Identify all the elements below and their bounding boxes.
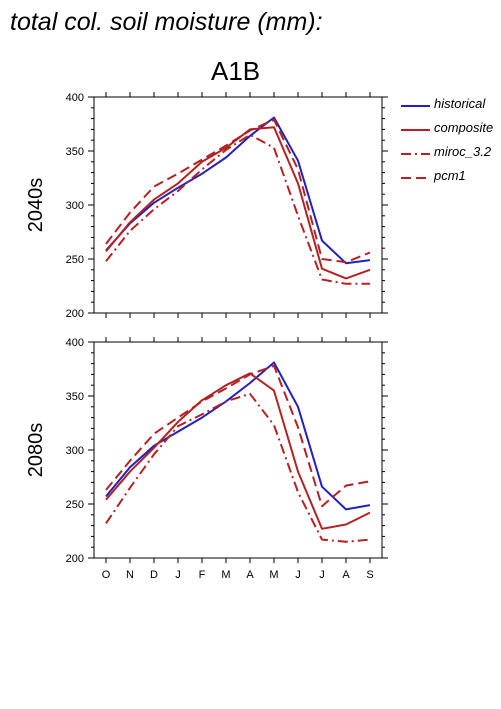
x-tick-label: J xyxy=(319,569,325,581)
y-tick-label: 300 xyxy=(66,445,84,457)
panel-label-2040s: 2040s xyxy=(25,178,47,233)
x-tick-label: A xyxy=(342,569,350,581)
page-title: total col. soil moisture (mm): xyxy=(10,8,323,36)
y-tick-label: 250 xyxy=(66,499,84,511)
x-tick-label: M xyxy=(221,569,230,581)
series-line-historical xyxy=(105,361,371,511)
x-tick-label: M xyxy=(269,569,278,581)
series-line-historical xyxy=(105,116,371,265)
panel-label-2080s: 2080s xyxy=(25,423,47,478)
y-tick-label: 200 xyxy=(66,553,84,565)
x-tick-label: A xyxy=(246,569,254,581)
legend-label-historical: historical xyxy=(434,96,486,111)
panel-2080s: 200 250 300 350 400 O N D J F M A M J J A S 2080s xyxy=(25,337,388,581)
y-tick-label: 350 xyxy=(66,146,84,158)
x-tick-label: N xyxy=(126,569,134,581)
x-tick-label: J xyxy=(295,569,301,581)
legend-label-miroc: miroc_3.2 xyxy=(434,144,492,159)
y-tick-label: 300 xyxy=(66,200,84,212)
x-tick-label: O xyxy=(102,569,111,581)
y-tick-label: 200 xyxy=(66,308,84,320)
x-tick-label: J xyxy=(175,569,181,581)
legend-label-pcm1: pcm1 xyxy=(434,168,466,183)
y-tick-label: 350 xyxy=(66,391,84,403)
series-line-miroc-3-2 xyxy=(105,133,370,285)
series-line-miroc-3-2 xyxy=(105,392,371,543)
x-tick-label: S xyxy=(366,569,373,581)
legend-label-composite: composite xyxy=(434,120,494,135)
series-line-pcm1 xyxy=(105,364,371,508)
series-line-pcm1 xyxy=(105,118,371,264)
scenario-title: A1B xyxy=(211,56,261,86)
y-tick-label: 250 xyxy=(66,254,84,266)
x-tick-label: F xyxy=(199,569,206,581)
y-tick-label: 400 xyxy=(66,337,84,349)
series-line-composite xyxy=(105,126,371,280)
x-tick-label: D xyxy=(150,569,158,581)
y-tick-label: 400 xyxy=(66,92,84,104)
series-line-composite xyxy=(105,372,371,530)
panel-2040s: 200 250 300 350 400 2040s xyxy=(25,92,388,320)
